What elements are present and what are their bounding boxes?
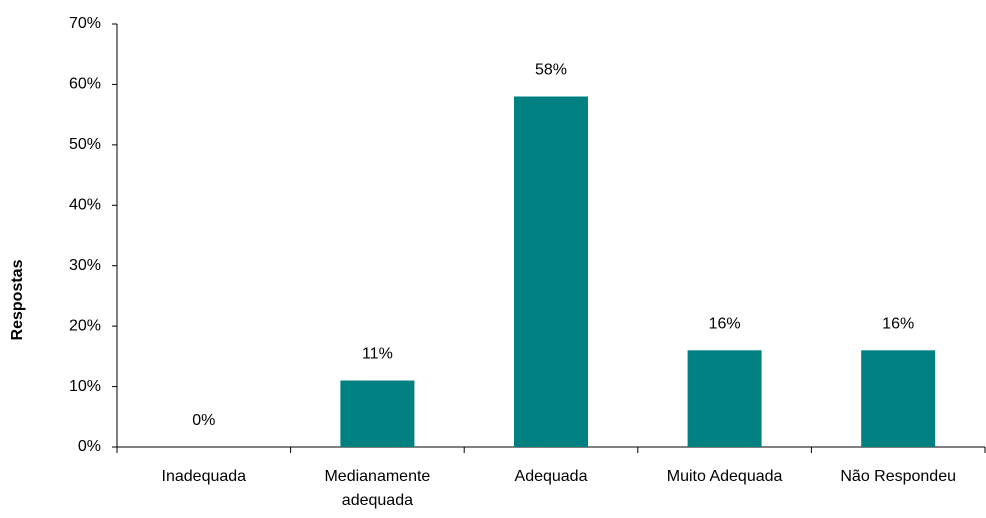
x-tick-label: Muito Adequada bbox=[666, 468, 783, 485]
bar bbox=[514, 96, 588, 447]
y-axis-label: Respostas bbox=[9, 259, 26, 340]
y-tick-label: 60% bbox=[69, 76, 101, 93]
y-tick-label: 30% bbox=[69, 257, 101, 274]
bar bbox=[687, 350, 762, 447]
x-tick-label: Inadequada bbox=[161, 468, 247, 485]
bar bbox=[340, 380, 415, 447]
x-tick-label: Não Respondeu bbox=[840, 468, 956, 485]
data-label: 16% bbox=[709, 316, 741, 333]
data-label: 11% bbox=[362, 346, 393, 363]
y-tick-label: 20% bbox=[69, 317, 101, 334]
y-tick-label: 70% bbox=[69, 15, 101, 32]
x-tick-label: Adequada bbox=[514, 468, 588, 485]
bar bbox=[861, 350, 936, 447]
y-tick-label: 0% bbox=[78, 438, 101, 455]
y-tick-label: 10% bbox=[69, 378, 101, 395]
data-label: 58% bbox=[535, 62, 567, 79]
data-label: 16% bbox=[882, 316, 914, 333]
y-tick-label: 50% bbox=[69, 136, 101, 153]
data-label: 0% bbox=[192, 412, 215, 429]
y-tick-label: 40% bbox=[69, 197, 101, 214]
x-tick-label: Medianamente adequada bbox=[324, 468, 431, 509]
